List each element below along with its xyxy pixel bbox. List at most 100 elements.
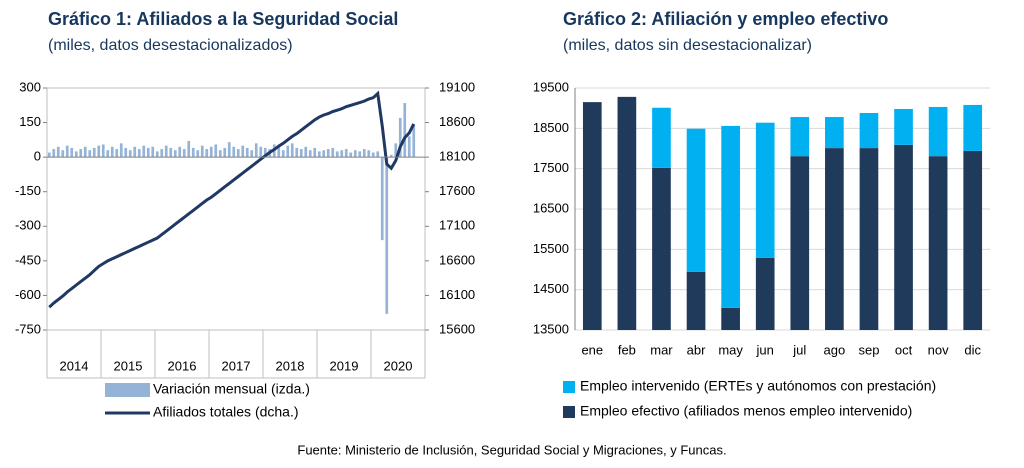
bar bbox=[353, 150, 357, 158]
y-tick-label: 16500 bbox=[533, 200, 569, 215]
bar bbox=[367, 150, 371, 158]
line bbox=[48, 90, 416, 309]
bar bbox=[115, 149, 119, 158]
bar-segment bbox=[928, 106, 948, 157]
bar bbox=[191, 147, 195, 158]
bar-segment bbox=[755, 257, 775, 330]
legend-swatch bbox=[105, 383, 150, 397]
bar bbox=[322, 150, 326, 158]
bar bbox=[106, 150, 110, 158]
y-tick-label: 19500 bbox=[533, 79, 569, 94]
bar bbox=[70, 147, 74, 158]
bar bbox=[299, 149, 303, 158]
bar bbox=[205, 149, 209, 158]
bar-segment bbox=[963, 150, 983, 330]
x-group-label: 2020 bbox=[384, 358, 413, 373]
bar bbox=[317, 151, 321, 158]
legend-label: Variación mensual (izda.) bbox=[153, 381, 310, 397]
bar bbox=[358, 151, 362, 158]
bar-segment bbox=[790, 156, 810, 330]
bar bbox=[97, 145, 101, 158]
bar bbox=[128, 150, 132, 158]
bar bbox=[187, 141, 191, 158]
bar-segment bbox=[686, 128, 706, 272]
x-tick-label: abr bbox=[687, 342, 706, 357]
bar bbox=[407, 136, 411, 158]
bar bbox=[385, 157, 389, 314]
bar bbox=[371, 152, 375, 158]
y-tick-label: -750 bbox=[15, 321, 41, 336]
bar bbox=[65, 145, 69, 158]
bar bbox=[151, 146, 155, 158]
bar-segment bbox=[582, 102, 602, 330]
y-tick-label: 18500 bbox=[533, 120, 569, 135]
x-group-label: 2014 bbox=[60, 358, 89, 373]
bar bbox=[92, 147, 96, 158]
bar bbox=[349, 152, 353, 158]
bar bbox=[178, 146, 182, 158]
bar bbox=[344, 149, 348, 158]
bar bbox=[259, 146, 263, 158]
bar-segment bbox=[825, 117, 844, 149]
bar bbox=[101, 144, 105, 158]
legend-swatch bbox=[563, 381, 575, 393]
y2-tick-label: 17100 bbox=[439, 218, 475, 233]
bar bbox=[52, 149, 56, 158]
bar bbox=[182, 149, 186, 158]
source-note: Fuente: Ministerio de Inclusión, Segurid… bbox=[297, 442, 726, 457]
bar bbox=[88, 150, 92, 158]
bar-segment bbox=[721, 307, 740, 330]
bar-segment bbox=[859, 113, 879, 149]
bar bbox=[290, 143, 294, 158]
y-tick-label: -300 bbox=[15, 218, 41, 233]
legend-label: Afiliados totales (dcha.) bbox=[153, 404, 299, 420]
chart-subtitle: (miles, datos sin desestacionalizar) bbox=[563, 37, 812, 54]
bar bbox=[295, 147, 299, 158]
bar bbox=[223, 147, 227, 158]
y2-tick-label: 19100 bbox=[439, 79, 475, 94]
x-group-label: 2018 bbox=[276, 358, 305, 373]
legend-label: Empleo efectivo (afiliados menos empleo … bbox=[580, 403, 912, 419]
x-tick-label: mar bbox=[650, 342, 673, 357]
bar bbox=[146, 147, 150, 158]
y2-tick-label: 18600 bbox=[439, 114, 475, 129]
y-tick-label: 14500 bbox=[533, 281, 569, 296]
bar bbox=[362, 149, 366, 158]
bar bbox=[236, 149, 240, 158]
bar bbox=[250, 150, 254, 158]
bar bbox=[173, 150, 177, 158]
bar bbox=[380, 157, 384, 241]
bar bbox=[214, 144, 218, 158]
x-tick-label: sep bbox=[858, 342, 879, 357]
bar bbox=[245, 147, 249, 158]
bar bbox=[308, 150, 312, 158]
y-tick-label: 15500 bbox=[533, 241, 569, 256]
bar-segment bbox=[859, 148, 879, 330]
bar bbox=[254, 143, 258, 158]
x-tick-label: dic bbox=[964, 342, 981, 357]
bar bbox=[403, 102, 407, 158]
plot-frame bbox=[46, 87, 426, 331]
bar bbox=[142, 145, 146, 158]
bar bbox=[169, 147, 173, 158]
bar bbox=[263, 147, 267, 158]
x-tick-label: may bbox=[718, 342, 743, 357]
y-tick-label: 13500 bbox=[533, 321, 569, 336]
x-tick-label: jun bbox=[756, 342, 774, 357]
chart-title: Gráfico 1: Afiliados a la Seguridad Soci… bbox=[48, 9, 398, 29]
bar bbox=[61, 150, 65, 158]
bar bbox=[160, 149, 164, 158]
bar-segment bbox=[963, 104, 983, 151]
bar bbox=[281, 150, 285, 158]
x-tick-label: ago bbox=[824, 342, 846, 357]
x-tick-label: ene bbox=[581, 342, 603, 357]
bar-segment bbox=[652, 167, 671, 330]
bar bbox=[119, 143, 123, 158]
y-tick-label: 17500 bbox=[533, 160, 569, 175]
y2-tick-label: 16600 bbox=[439, 252, 475, 267]
bar-segment bbox=[652, 107, 671, 168]
x-tick-label: jul bbox=[792, 342, 806, 357]
bar bbox=[241, 145, 245, 158]
bar bbox=[227, 142, 231, 158]
